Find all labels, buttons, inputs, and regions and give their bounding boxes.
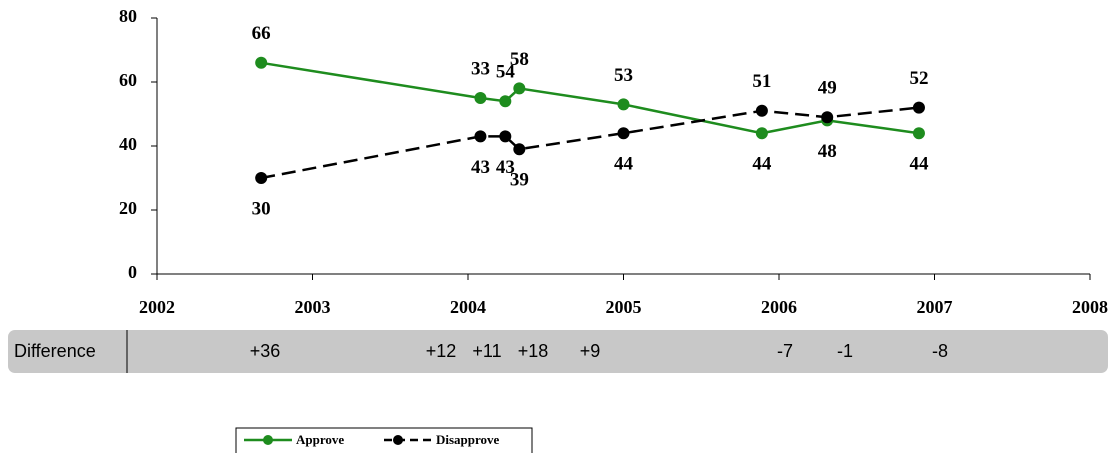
x-tick-label: 2005 (606, 297, 642, 317)
point (474, 130, 487, 143)
difference-value: +18 (518, 341, 549, 361)
difference-value: -7 (777, 341, 793, 361)
point (617, 98, 630, 111)
value-label: 51 (752, 71, 771, 92)
point (617, 127, 630, 140)
value-label: 58 (510, 49, 529, 70)
point (821, 111, 834, 124)
x-tick-label: 2007 (917, 297, 953, 317)
difference-label: Difference (14, 341, 96, 361)
y-tick-label: 0 (128, 262, 137, 282)
point (499, 95, 512, 108)
value-label: 52 (909, 68, 928, 89)
value-label: 49 (818, 78, 837, 99)
value-label: 54 (496, 62, 516, 83)
value-label: 44 (909, 154, 929, 175)
point (912, 101, 925, 114)
y-tick-label: 40 (119, 134, 137, 154)
difference-value: -8 (932, 341, 948, 361)
value-label: 48 (818, 141, 837, 162)
x-tick-label: 2003 (295, 297, 331, 317)
value-label: 39 (510, 170, 529, 191)
point (474, 92, 487, 104)
series-line (260, 106, 920, 180)
difference-value: +9 (580, 341, 601, 361)
point (255, 56, 268, 69)
legend-marker (393, 435, 403, 445)
difference-value: +11 (472, 341, 501, 361)
difference-value: -1 (837, 341, 853, 361)
value-label: 44 (614, 154, 634, 175)
point (912, 127, 925, 140)
point (755, 127, 768, 140)
legend-marker (263, 435, 273, 445)
y-tick-label: 60 (119, 70, 137, 90)
legend-label: Approve (296, 432, 344, 447)
legend-label: Disapprove (436, 432, 500, 447)
point (513, 143, 526, 156)
x-tick-label: 2002 (139, 297, 175, 317)
value-label: 30 (252, 198, 271, 219)
y-tick-label: 80 (119, 6, 137, 26)
point (755, 104, 768, 117)
x-tick-label: 2004 (450, 297, 486, 317)
point (499, 130, 512, 143)
difference-band (8, 330, 1108, 373)
value-label: 33 (471, 58, 490, 79)
x-tick-label: 2008 (1072, 297, 1108, 317)
value-label: 66 (252, 23, 271, 44)
difference-value: +36 (250, 341, 281, 361)
y-tick-label: 20 (119, 198, 137, 218)
point (513, 82, 526, 95)
value-label: 43 (496, 157, 515, 178)
value-label: 44 (752, 154, 772, 175)
difference-value: +12 (426, 341, 457, 361)
x-tick-label: 2006 (761, 297, 797, 317)
value-label: 43 (471, 157, 490, 178)
value-label: 53 (614, 65, 633, 86)
point (255, 172, 268, 184)
